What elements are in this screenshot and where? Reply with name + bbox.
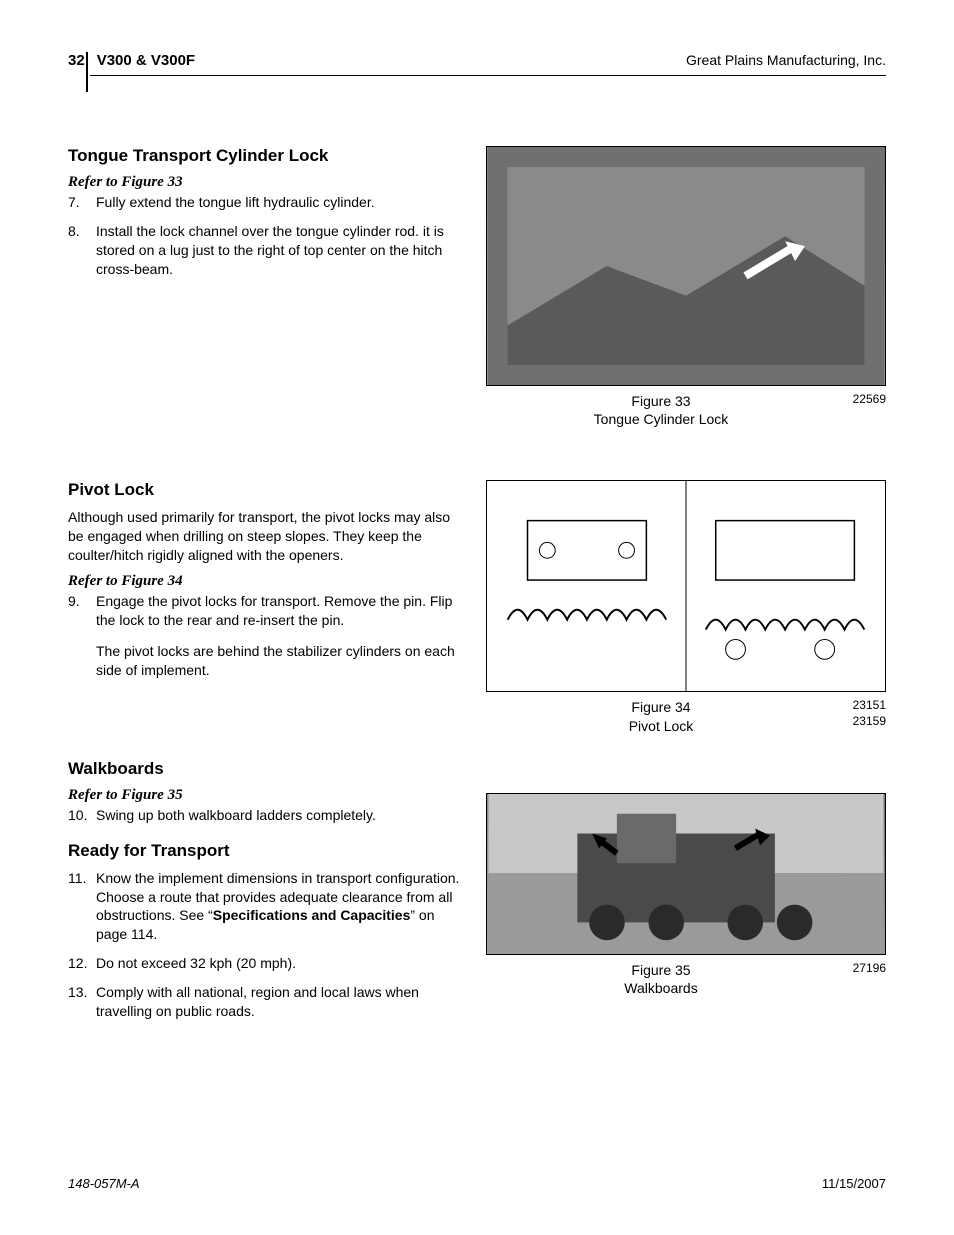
step-10: 10. Swing up both walkboard ladders comp…: [68, 806, 466, 825]
figure-33-title: Tongue Cylinder Lock: [486, 410, 836, 428]
figure-34-caption: Figure 34 Pivot Lock 23151 23159: [486, 698, 886, 734]
step-text: Know the implement dimensions in transpo…: [96, 869, 466, 945]
pivot-steps: 9. Engage the pivot locks for transport.…: [68, 592, 466, 680]
figure-34-label-block: Figure 34 Pivot Lock: [486, 698, 836, 734]
step-9: 9. Engage the pivot locks for transport.…: [68, 592, 466, 680]
section-walkboards-ready: Walkboards Refer to Figure 35 10. Swing …: [68, 759, 886, 1031]
tongue-steps: 7. Fully extend the tongue lift hydrauli…: [68, 193, 466, 279]
walkboards-figure-col: Figure 35 Walkboards 27196: [486, 759, 886, 1031]
figure-33-label-block: Figure 33 Tongue Cylinder Lock: [486, 392, 836, 428]
step-13: 13. Comply with all national, region and…: [68, 983, 466, 1021]
model-name: V300 & V300F: [97, 52, 195, 69]
tongue-heading: Tongue Transport Cylinder Lock: [68, 146, 466, 166]
ready-steps: 11. Know the implement dimensions in tra…: [68, 869, 466, 1021]
step-9-p1: Engage the pivot locks for transport. Re…: [96, 592, 466, 630]
pivot-refer: Refer to Figure 34: [68, 573, 466, 590]
figure-34-image: [486, 480, 886, 692]
figure-35-label-block: Figure 35 Walkboards: [486, 961, 836, 997]
step-12: 12. Do not exceed 32 kph (20 mph).: [68, 954, 466, 973]
company-name: Great Plains Manufacturing, Inc.: [686, 52, 886, 68]
figure-35-title: Walkboards: [486, 979, 836, 997]
step-11: 11. Know the implement dimensions in tra…: [68, 869, 466, 945]
step-num: 11.: [68, 869, 96, 945]
figure-34-code-1: 23151: [836, 698, 886, 714]
figure-35-label: Figure 35: [486, 961, 836, 979]
figure-35-placeholder: [487, 794, 885, 954]
step-text: Install the lock channel over the tongue…: [96, 222, 466, 279]
pivot-intro: Although used primarily for transport, t…: [68, 508, 466, 565]
step-num: 13.: [68, 983, 96, 1021]
header-vertical-rule: [86, 52, 88, 92]
figure-34-label: Figure 34: [486, 698, 836, 716]
figure-34-code-2: 23159: [836, 714, 886, 730]
step-num: 7.: [68, 193, 96, 212]
figure-34-placeholder: [487, 481, 885, 691]
tongue-refer: Refer to Figure 33: [68, 174, 466, 191]
figure-33-placeholder: [487, 147, 885, 385]
figure-34-title: Pivot Lock: [486, 717, 836, 735]
step-text: Engage the pivot locks for transport. Re…: [96, 592, 466, 680]
figure-35-code: 27196: [836, 961, 886, 997]
ready-heading: Ready for Transport: [68, 841, 466, 861]
page-content: Tongue Transport Cylinder Lock Refer to …: [68, 146, 886, 1031]
page-number: 32: [68, 52, 85, 69]
walkboards-ready-text: Walkboards Refer to Figure 35 10. Swing …: [68, 759, 466, 1031]
step-text: Comply with all national, region and loc…: [96, 983, 466, 1021]
figure-33-image: [486, 146, 886, 386]
tongue-text: Tongue Transport Cylinder Lock Refer to …: [68, 146, 466, 428]
figure-33-caption: Figure 33 Tongue Cylinder Lock 22569: [486, 392, 886, 428]
walkboards-steps: 10. Swing up both walkboard ladders comp…: [68, 806, 466, 825]
header-rule: [90, 75, 886, 76]
figure-33-code: 22569: [836, 392, 886, 428]
figure-34-codes: 23151 23159: [836, 698, 886, 734]
pivot-heading: Pivot Lock: [68, 480, 466, 500]
step-num: 8.: [68, 222, 96, 279]
doc-id: 148-057M-A: [68, 1176, 140, 1191]
walkboards-heading: Walkboards: [68, 759, 466, 779]
walkboards-refer: Refer to Figure 35: [68, 787, 466, 804]
step-text: Fully extend the tongue lift hydraulic c…: [96, 193, 466, 212]
figure-35-caption: Figure 35 Walkboards 27196: [486, 961, 886, 997]
section-pivot: Pivot Lock Although used primarily for t…: [68, 480, 886, 734]
page-header: 32 V300 & V300F Great Plains Manufacturi…: [68, 52, 886, 69]
step-num: 9.: [68, 592, 96, 680]
doc-date: 11/15/2007: [822, 1176, 886, 1191]
step-text: Do not exceed 32 kph (20 mph).: [96, 954, 466, 973]
step-8: 8. Install the lock channel over the ton…: [68, 222, 466, 279]
pivot-text: Pivot Lock Although used primarily for t…: [68, 480, 466, 734]
step-9-p2: The pivot locks are behind the stabilize…: [96, 642, 466, 680]
step-num: 10.: [68, 806, 96, 825]
page-footer: 148-057M-A 11/15/2007: [68, 1176, 886, 1191]
step-11-bold: Specifications and Capacities: [213, 907, 411, 923]
step-7: 7. Fully extend the tongue lift hydrauli…: [68, 193, 466, 212]
tongue-figure-col: Figure 33 Tongue Cylinder Lock 22569: [486, 146, 886, 428]
pivot-figure-col: Figure 34 Pivot Lock 23151 23159: [486, 480, 886, 734]
figure-33-label: Figure 33: [486, 392, 836, 410]
step-num: 12.: [68, 954, 96, 973]
figure-35-image: [486, 793, 886, 955]
section-tongue: Tongue Transport Cylinder Lock Refer to …: [68, 146, 886, 428]
step-text: Swing up both walkboard ladders complete…: [96, 806, 466, 825]
